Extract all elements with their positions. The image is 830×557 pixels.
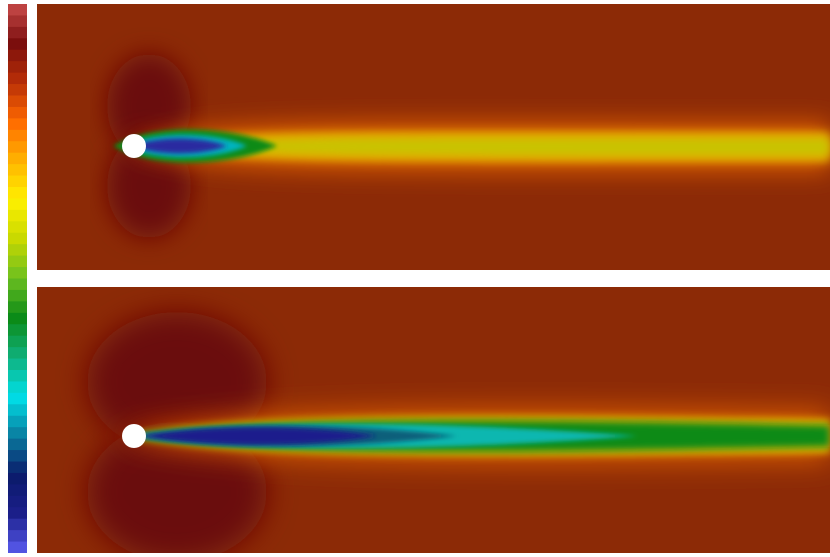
colorbar-band xyxy=(8,84,27,96)
far-wake xyxy=(147,137,830,156)
cylinder-obstacle-top xyxy=(122,134,146,158)
flow-field-panel-bottom xyxy=(37,287,830,553)
colorbar-band xyxy=(8,518,27,531)
colorbar-band xyxy=(8,324,27,337)
colorbar-band xyxy=(8,278,27,291)
colorbar-band xyxy=(8,198,27,211)
colorbar-band xyxy=(8,301,27,314)
colorbar-band xyxy=(8,38,27,51)
colorbar-band xyxy=(8,232,27,245)
colorbar-band xyxy=(8,187,27,199)
wake-core xyxy=(139,427,377,445)
colorbar-band xyxy=(8,312,27,325)
colorbar-band xyxy=(8,347,27,360)
colorbar-band xyxy=(8,26,27,39)
colorbar-band xyxy=(8,289,27,302)
flow-field-top xyxy=(37,4,830,270)
colorbar-band xyxy=(8,335,27,348)
colorbar-band xyxy=(8,484,27,497)
colorbar-band xyxy=(8,118,27,131)
colorbar-band xyxy=(8,95,27,108)
colorbar-band xyxy=(8,244,27,257)
colorbar-band xyxy=(8,404,27,417)
colorbar-band xyxy=(8,106,27,119)
colorbar-band xyxy=(8,4,27,16)
colorbar-band xyxy=(8,381,27,394)
colorbar-band xyxy=(8,415,27,428)
flow-field-bottom xyxy=(37,287,830,553)
colorbar-band xyxy=(8,530,27,543)
colorbar-band xyxy=(8,152,27,165)
colorbar-band xyxy=(8,461,27,474)
colorbar-band xyxy=(8,72,27,85)
colorbar-band xyxy=(8,15,27,28)
upper-lobe xyxy=(87,312,267,452)
cylinder-obstacle-bottom xyxy=(122,424,146,448)
colorbar-band xyxy=(8,267,27,279)
colorbar-band xyxy=(8,255,27,268)
colorbar-band xyxy=(8,438,27,451)
colorbar-band xyxy=(8,392,27,405)
colorbar-band xyxy=(8,507,27,520)
flow-field-panel-top xyxy=(37,4,830,270)
colorbar-band xyxy=(8,164,27,177)
colorbar-band xyxy=(8,61,27,74)
colorbar-band xyxy=(8,450,27,462)
colorbar xyxy=(8,4,27,554)
lower-lobe xyxy=(87,422,267,553)
colorbar-band xyxy=(8,495,27,508)
colorbar-gradient xyxy=(8,4,27,554)
colorbar-band xyxy=(8,49,27,62)
colorbar-band xyxy=(8,129,27,142)
colorbar-band xyxy=(8,358,27,371)
colorbar-band xyxy=(8,221,27,234)
colorbar-band xyxy=(8,427,27,440)
colorbar-band xyxy=(8,370,27,382)
colorbar-band xyxy=(8,541,27,554)
colorbar-band xyxy=(8,141,27,154)
colorbar-band xyxy=(8,472,27,485)
colorbar-band xyxy=(8,209,27,222)
colorbar-band xyxy=(8,175,27,188)
near-wake-core xyxy=(131,138,227,154)
